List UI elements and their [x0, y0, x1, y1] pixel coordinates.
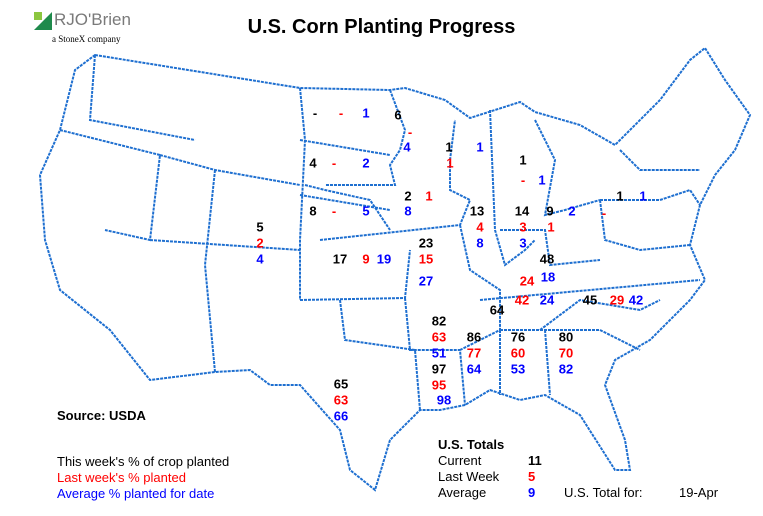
state-la-last-week: 95 [431, 377, 447, 393]
state-ga-average: 82 [558, 361, 574, 377]
us-outline [38, 46, 752, 492]
state-wi-average: 1 [476, 139, 484, 155]
state-ky-last-week: 24 [519, 273, 535, 289]
state-mn-average: 4 [403, 139, 411, 155]
state-il-average: 8 [476, 235, 484, 251]
state-ar-current: 82 [431, 313, 447, 329]
state-ky-average: 18 [540, 269, 556, 285]
state-tx-current: 65 [333, 376, 349, 392]
state-al-last-week: 60 [510, 345, 526, 361]
state-ne-current: 8 [309, 203, 317, 219]
state-mn-last-week: - [407, 124, 413, 140]
state-ia-average: 8 [404, 203, 412, 219]
state-ms-average: 64 [466, 361, 482, 377]
logo-name: RJO'Brien [54, 10, 131, 29]
state-mi-current: 1 [519, 152, 527, 168]
state-in-last-week: 3 [519, 219, 527, 235]
totals-average-label: Average [438, 485, 487, 500]
state-wi-last-week: 1 [446, 155, 454, 171]
state-oh-last-week: 1 [547, 219, 555, 235]
state-nc-current: 45 [582, 292, 598, 308]
state-il-last-week: 4 [476, 219, 484, 235]
state-mi-average: 1 [538, 172, 546, 188]
state-ar-last-week: 63 [431, 329, 447, 345]
state-ia-last-week: 1 [425, 188, 433, 204]
state-co-current: 5 [256, 219, 264, 235]
state-mo-average: 27 [418, 273, 434, 289]
state-ga-current: 80 [558, 329, 574, 345]
totals-heading: U.S. Totals [438, 437, 505, 452]
state-al-current: 76 [510, 329, 526, 345]
totals-date-label: U.S. Total for: [564, 485, 643, 500]
state-in-average: 3 [519, 235, 527, 251]
totals-last-week-value: 5 [528, 469, 536, 484]
logo-tagline: a StoneX company [52, 34, 121, 44]
state-la-average: 98 [436, 392, 452, 408]
state-mo-current: 23 [418, 235, 434, 251]
state-co-average: 4 [256, 251, 264, 267]
state-al-average: 53 [510, 361, 526, 377]
state-in-current: 14 [514, 203, 530, 219]
state-ks-current: 17 [332, 251, 348, 267]
legend-last-week: Last week's % planted [57, 470, 186, 485]
state-ms-current: 86 [466, 329, 482, 345]
state-il-current: 13 [469, 203, 485, 219]
state-nc-last-week: 29 [609, 292, 625, 308]
state-tn-average: 24 [539, 292, 555, 308]
us-totals: U.S. Totals Current 11 Last Week 5 Average… [438, 437, 542, 501]
state-wi-current: 1 [445, 139, 453, 155]
state-pa-average: 1 [639, 188, 647, 204]
state-sd-average: 2 [362, 155, 370, 171]
totals-date: 19-Apr [679, 485, 719, 500]
state-ky-current: 48 [539, 251, 555, 267]
state-co-last-week: 2 [256, 235, 264, 251]
state-ks-average: 19 [376, 251, 392, 267]
totals-current-value: 11 [528, 453, 542, 468]
state-sd-last-week: - [331, 155, 337, 171]
legend: This week's % of crop planted Last week'… [57, 454, 229, 502]
state-ne-average: 5 [362, 203, 370, 219]
page-title: U.S. Corn Planting Progress [247, 16, 516, 38]
state-nd-average: 1 [362, 105, 370, 121]
state-nd-current: - [312, 105, 318, 121]
state-nc-average: 42 [628, 292, 644, 308]
state-oh-current: 9 [546, 203, 554, 219]
state-tn-current: 64 [489, 302, 505, 318]
state-sd-current: 4 [309, 155, 317, 171]
totals-last-week-label: Last Week [438, 469, 500, 484]
legend-current: This week's % of crop planted [57, 454, 230, 469]
state-tx-last-week: 63 [333, 392, 349, 408]
state-mo-last-week: 15 [418, 251, 434, 267]
state-ms-last-week: 77 [466, 345, 482, 361]
state-oh-average: 2 [568, 203, 576, 219]
state-mn-current: 6 [394, 107, 402, 123]
state-ne-last-week: - [331, 203, 337, 219]
state-mi-last-week: - [520, 172, 526, 188]
state-ia-current: 2 [404, 188, 412, 204]
state-la-current: 97 [431, 361, 447, 377]
state-pa-last-week: - [601, 205, 607, 221]
totals-current-label: Current [438, 453, 482, 468]
source-label: Source: USDA [57, 408, 146, 423]
state-ga-last-week: 70 [558, 345, 574, 361]
totals-average-value: 9 [528, 485, 536, 500]
state-pa-current: 1 [616, 188, 624, 204]
legend-average: Average % planted for date [57, 486, 215, 501]
state-tx-average: 66 [333, 408, 349, 424]
state-ar-average: 51 [431, 345, 447, 361]
state-nd-last-week: - [338, 105, 344, 121]
state-ks-last-week: 9 [362, 251, 370, 267]
state-tn-last-week: 42 [514, 292, 530, 308]
logo-mark-icon [34, 12, 52, 30]
